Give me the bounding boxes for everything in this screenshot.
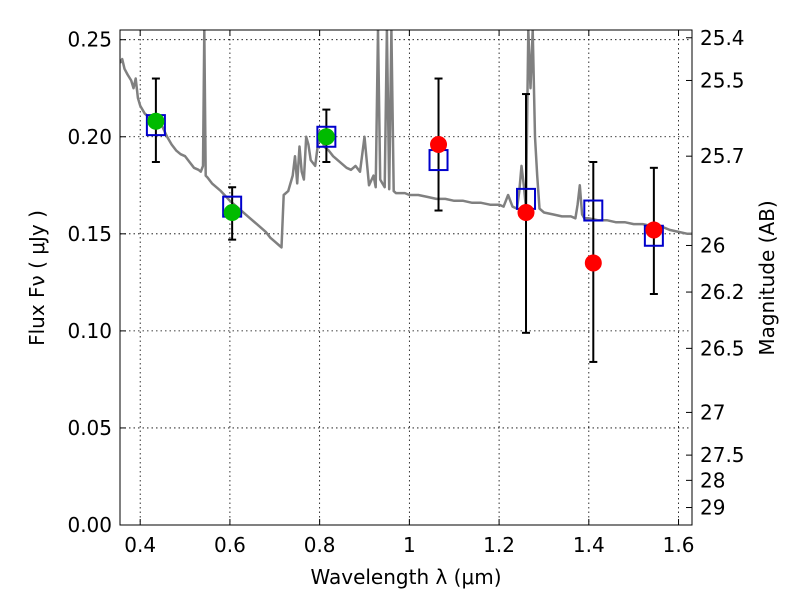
x-tick-label: 0.4: [124, 533, 156, 557]
right-tick-label: 27.5: [700, 443, 745, 467]
x-tick-label: 0.6: [214, 533, 246, 557]
x-tick-label: 1: [403, 533, 416, 557]
right-tick-label: 29: [700, 496, 725, 520]
y-tick-label: 0.05: [67, 416, 112, 440]
y-tick-label: 0.00: [67, 513, 112, 537]
observed-flux-point: [517, 203, 535, 221]
model-box-layer: [145, 114, 664, 247]
right-axis-label: Magnitude (AB): [755, 200, 779, 355]
observed-flux-point: [430, 136, 448, 154]
model-spectrum-layer: [120, 30, 692, 249]
right-tick-label: 26.5: [700, 336, 745, 360]
plot-frame: [119, 29, 693, 526]
observed-flux-point: [223, 203, 241, 221]
observed-points-layer: [147, 112, 663, 272]
x-axis-ticks: 0.4 0.6 0.8 1 1.2 1.4 1.6: [124, 30, 694, 557]
model-spectrum-line: [120, 30, 692, 249]
right-tick-label: 26.2: [700, 280, 745, 304]
right-tick-label: 25.4: [700, 26, 745, 50]
right-axis-ticks: 25.4 25.5 25.7 26 26.2 26.5 27 27.528 29: [686, 26, 745, 520]
y-tick-label: 0.20: [67, 125, 112, 149]
right-tick-label: 26: [700, 233, 725, 257]
y-axis-label: Flux Fν ( μJy ): [25, 210, 49, 346]
right-tick-label: 25.7: [700, 144, 745, 168]
y-tick-label: 0.10: [67, 319, 112, 343]
x-tick-label: 1.4: [573, 533, 605, 557]
y-tick-label: 0.15: [67, 222, 112, 246]
grid-lines: [120, 30, 692, 526]
observed-flux-point: [645, 221, 663, 239]
x-axis-label: Wavelength λ (μm): [310, 565, 501, 589]
y-axis-ticks: 0.00 0.05 0.10 0.15 0.20 0.25: [67, 28, 126, 537]
y-tick-label: 0.25: [67, 28, 112, 52]
x-tick-label: 1.2: [483, 533, 515, 557]
error-bars-layer: [151, 77, 658, 363]
right-tick-label: 27: [700, 400, 725, 424]
model-flux-box: [316, 125, 337, 148]
model-flux-box: [583, 199, 604, 222]
right-tick-label: 25.5: [700, 68, 745, 92]
x-tick-label: 1.6: [663, 533, 695, 557]
right-tick-label: 28: [700, 468, 725, 492]
observed-flux-point: [584, 254, 602, 272]
observed-flux-point: [317, 128, 335, 146]
x-tick-label: 0.8: [304, 533, 336, 557]
observed-flux-point: [147, 112, 165, 130]
